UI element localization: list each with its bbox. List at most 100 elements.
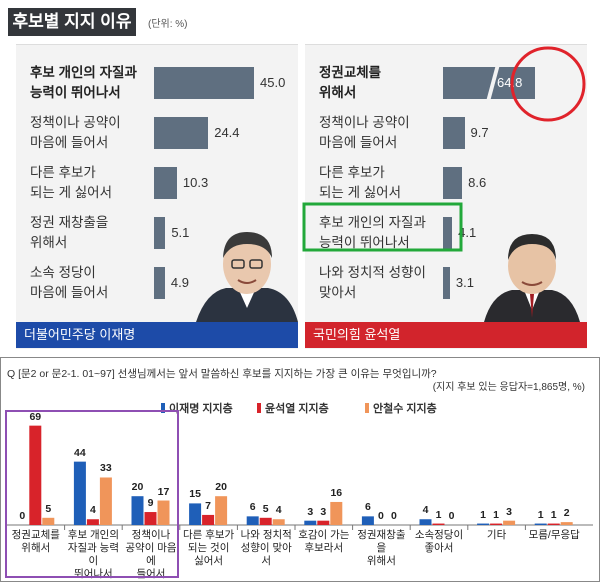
bar-value-label: 3: [506, 505, 513, 518]
bar-value-label: 5: [45, 502, 52, 515]
bar-value-label: 5: [262, 502, 269, 515]
highlight-overlay: [302, 46, 586, 252]
bar-value-label: 20: [215, 481, 227, 494]
bar-value-label: 0: [19, 510, 26, 522]
bar: [547, 523, 560, 525]
panel-0-bar: [154, 67, 254, 99]
panel-1-bar: [443, 217, 453, 249]
category-label: 기타: [468, 529, 526, 542]
panel-0-bar: [154, 167, 177, 199]
label-line: 맞아서: [319, 285, 357, 300]
legend-swatch: [161, 403, 165, 413]
label-line: 정책이나 공약이: [319, 115, 410, 130]
label-line: 마음에 들어서: [319, 135, 398, 150]
category-label-line: 다른 후보가: [182, 529, 235, 541]
bar: [304, 520, 317, 525]
label-line: 정권교체를: [319, 65, 382, 80]
bar-value-label: 0: [377, 510, 384, 522]
candidate-portrait-yoon: [484, 234, 580, 322]
category-label-line: 자질과 능력이: [67, 542, 119, 567]
label-line: 되는 게 싫어서: [319, 185, 402, 200]
bar-value-label: 4: [89, 504, 96, 517]
bar: [86, 519, 99, 525]
legend-item: 윤석열 지지층: [257, 400, 329, 416]
survey-note: (지지 후보 있는 응답자=1,865명, %): [432, 382, 585, 393]
label-line: 능력이 뛰어나서: [30, 85, 121, 100]
panel-0-bar: [154, 217, 166, 249]
label-line: 위해서: [319, 85, 357, 100]
bar: [330, 501, 343, 525]
bar: [560, 522, 573, 525]
panel-1-category-label: 나와 정치적 성향이 맞아서: [319, 263, 426, 303]
bar-value-label: 1: [480, 508, 487, 521]
panel-1-bar: [443, 167, 463, 199]
panel-1-value-label: 4.1: [458, 225, 477, 240]
bar-value-label: 44: [74, 446, 86, 459]
panel-0-bar: [154, 117, 209, 149]
category-label: 다른 후보가 되는 것이 싫어서: [180, 529, 238, 568]
category-label-line: 모름/무응답: [528, 529, 580, 541]
red-circle-annotation: [510, 46, 586, 122]
bar: [317, 520, 330, 525]
panel-0-value-label: 10.3: [182, 175, 209, 190]
bar-value-label: 33: [100, 462, 112, 475]
bar-value-label: 6: [249, 501, 256, 514]
panel-0-category-label: 소속 정당이 마음에 들어서: [30, 263, 108, 303]
panel-0-value-label: 24.4: [214, 125, 240, 140]
category-label-line: 후보라서: [304, 542, 344, 554]
category-label-line: 소속정당이: [414, 529, 464, 541]
right-candidate-banner: 국민의힘 윤석열: [305, 322, 587, 348]
panel-1-bar: [443, 267, 450, 299]
category-label-line: 기타: [486, 529, 507, 541]
category-label-line: 공약이 마음에: [125, 542, 177, 567]
panel-0-value-label: 5.1: [171, 225, 190, 240]
bar: [490, 523, 503, 525]
label-line: 후보 개인의 자질과: [30, 65, 137, 80]
panel-0-value-label: 45.0: [260, 75, 286, 90]
bar: [189, 503, 202, 525]
bar-value-label: 1: [493, 508, 500, 521]
survey-chart: Q [문2 or 문2-1. 01~97] 선생님께서는 앞서 말씀하신 후보를…: [0, 357, 600, 582]
unit-label: (단위: %): [148, 19, 188, 30]
bar-value-label: 20: [131, 481, 144, 494]
category-label: 모름/무응답: [525, 529, 583, 542]
bar-value-label: 15: [189, 488, 201, 501]
bar-value-label: 17: [157, 485, 170, 498]
category-label: 정권교체를 위해서: [7, 529, 65, 555]
bar: [202, 514, 215, 525]
legend-label: 윤석열 지지층: [265, 403, 329, 415]
grouped-bar-chart: [5, 425, 593, 530]
green-box-annotation: [302, 202, 463, 252]
label-line: 마음에 들어서: [30, 285, 109, 300]
category-label-line: 호감이 가는: [298, 529, 350, 541]
bar: [157, 500, 170, 525]
bar-value-label: 1: [435, 508, 442, 521]
bar-value-label: 6: [364, 501, 371, 514]
panel-1-value-label: 64.8: [497, 75, 523, 90]
purple-highlight-box: [5, 410, 179, 578]
category-label-line: 정책이나: [131, 529, 171, 541]
bar-value-label: 69: [29, 410, 42, 423]
panel-0-bar: [154, 267, 165, 299]
label-line: 능력이 뛰어나서: [319, 235, 410, 250]
label-line: 다른 후보가: [319, 165, 385, 180]
category-label: 나와 정치적 성향이 맞아서: [237, 529, 295, 568]
label-line: 정책이나 공약이: [30, 115, 121, 130]
bar-value-label: 16: [330, 486, 343, 499]
bar-value-label: 4: [422, 504, 429, 517]
category-label-line: 좋아서: [424, 542, 454, 554]
category-label-line: 성향이 맞아서: [240, 542, 292, 567]
bar: [272, 519, 285, 525]
legend-swatch: [365, 403, 369, 413]
bar: [503, 520, 516, 525]
category-label-line: 되는 것이: [187, 542, 230, 554]
panel-1-category-label: 후보 개인의 자질과 능력이 뛰어나서: [319, 213, 426, 253]
category-label-line: 후보 개인의: [67, 529, 119, 541]
bar: [215, 496, 228, 525]
bar: [259, 517, 272, 525]
category-label-line: 위해서: [21, 542, 51, 554]
legend-label: 안철수 지지층: [373, 403, 437, 415]
